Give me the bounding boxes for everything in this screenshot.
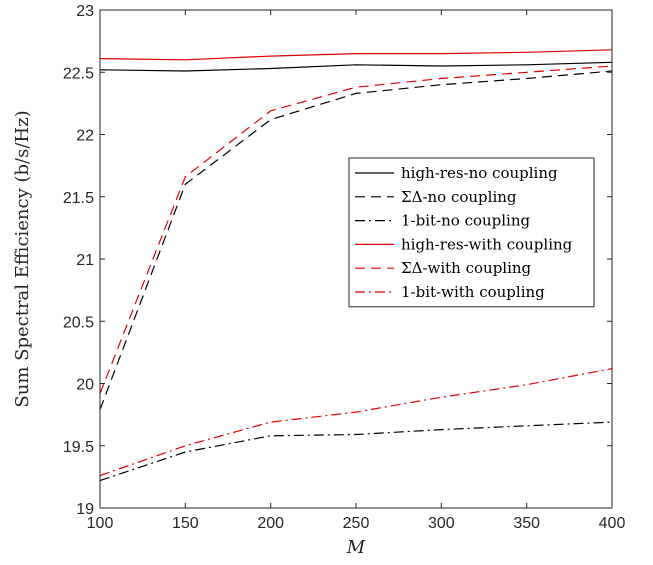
y-tick-label: 20	[76, 377, 94, 394]
y-tick-label: 21.5	[63, 190, 94, 207]
x-axis-title: M	[346, 537, 366, 558]
x-tick-label: 250	[343, 515, 370, 532]
legend-box	[348, 157, 595, 308]
series-layer	[99, 49, 613, 482]
legend-label-3: 1-bit-no coupling	[401, 212, 531, 230]
legend-label-1: high-res-no coupling	[401, 164, 558, 182]
x-tick-label: 200	[257, 515, 284, 532]
ticks-layer: 100 150 200 250 300 350 400 19 19.5 20 20.5 21 21.5 2…	[63, 3, 626, 532]
series-line-2	[99, 70, 613, 410]
legend-label-6: 1-bit-with coupling	[401, 283, 545, 301]
y-tick-label: 19.5	[63, 439, 94, 456]
y-tick-label: 22	[76, 128, 94, 145]
y-tick-label: 22.5	[63, 65, 94, 82]
legend-label-2: ΣΔ-no coupling	[401, 188, 517, 206]
y-tick-label: 23	[76, 3, 94, 20]
series-line-6	[99, 368, 613, 477]
series-line-5	[99, 65, 613, 394]
y-tick-label: 19	[76, 501, 94, 518]
legend-label-5: ΣΔ-with coupling	[401, 259, 532, 277]
series-line-3	[99, 421, 613, 482]
legend-label-4: high-res-with coupling	[401, 235, 573, 253]
legend: high-res-no coupling ΣΔ-no coupling 1-bit-…	[348, 157, 595, 308]
y-axis-title: Sum Spectral Efficiency (b/s/Hz)	[12, 110, 33, 407]
y-tick-label: 21	[76, 252, 94, 269]
x-tick-label: 150	[172, 515, 199, 532]
x-tick-label: 100	[87, 515, 114, 532]
y-tick-label: 20.5	[63, 314, 94, 331]
x-tick-label: 400	[599, 515, 626, 532]
series-line-4	[99, 49, 613, 61]
x-tick-label: 300	[428, 515, 455, 532]
x-tick-label: 350	[513, 515, 540, 532]
series-line-1	[99, 61, 613, 72]
